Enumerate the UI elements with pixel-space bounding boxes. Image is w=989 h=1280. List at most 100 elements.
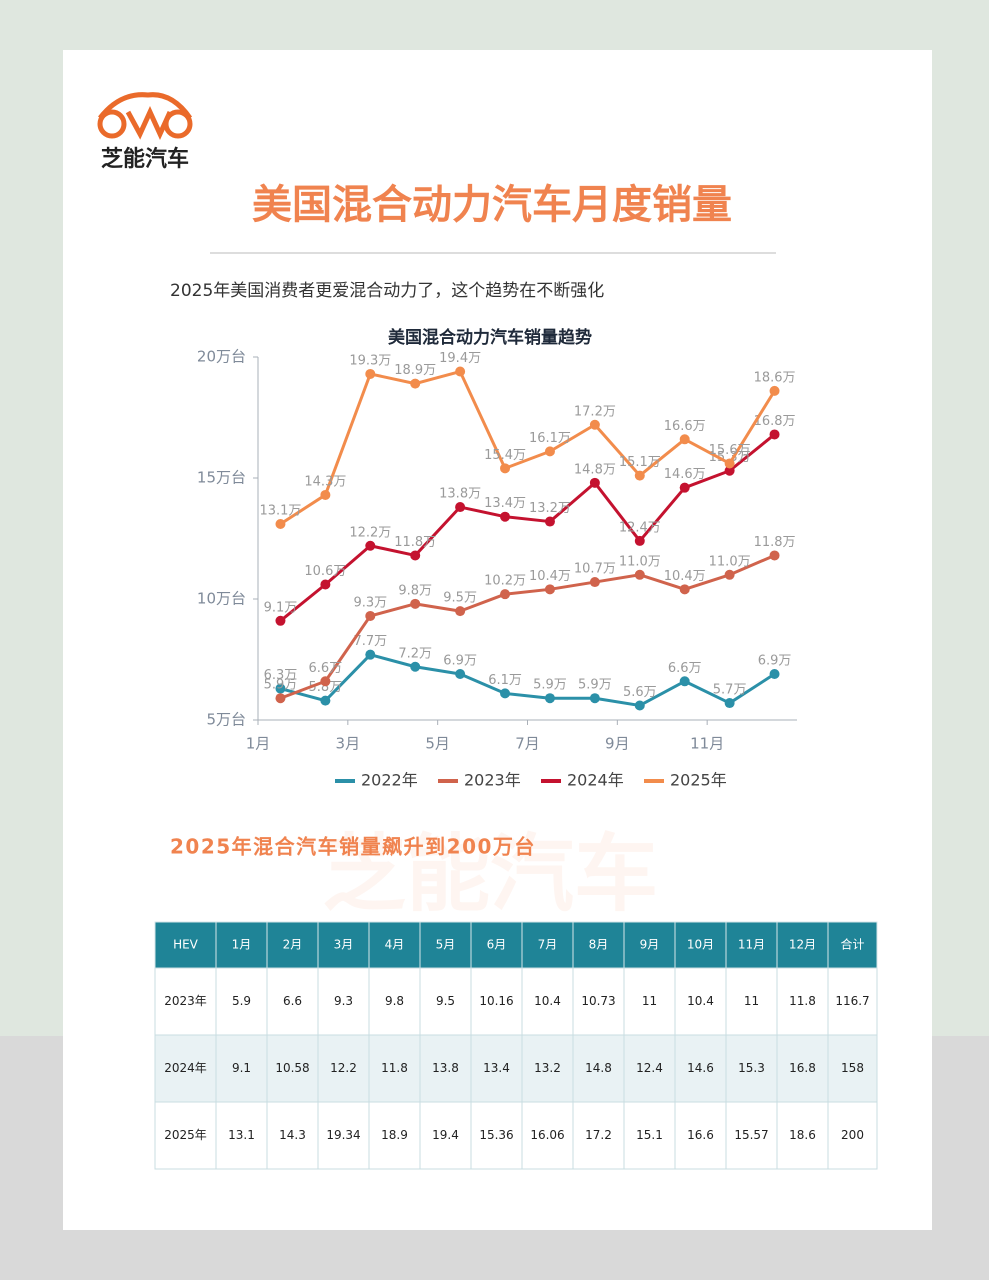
header-text: 8月 [589, 938, 609, 952]
data-point [500, 511, 511, 522]
cell-text: 13.4 [483, 1061, 510, 1075]
data-point [275, 615, 286, 626]
cell-text: 9.8 [385, 994, 404, 1008]
data-label: 13.1万 [259, 503, 301, 518]
data-label: 12.4万 [619, 520, 661, 535]
data-point [410, 378, 421, 389]
x-tick-label: 1月 [246, 735, 271, 753]
data-label: 17.2万 [574, 404, 616, 419]
header-text: 4月 [385, 938, 405, 952]
header-text: 6月 [487, 938, 507, 952]
data-label: 16.1万 [529, 431, 571, 446]
header-text: HEV [173, 938, 199, 952]
y-tick-label: 20万台 [197, 348, 246, 366]
cell-text: 2024年 [164, 1061, 207, 1075]
data-label: 15.4万 [484, 448, 526, 463]
data-label: 6.3万 [264, 668, 298, 683]
cell-text: 10.73 [581, 994, 615, 1008]
table-cell [521, 1101, 574, 1170]
data-label: 9.5万 [443, 591, 477, 606]
data-label: 11.0万 [619, 554, 661, 569]
cell-text: 9.5 [436, 994, 455, 1008]
header-text: 5月 [436, 938, 456, 952]
cell-text: 116.7 [835, 994, 869, 1008]
cell-text: 11 [642, 994, 657, 1008]
header-text: 7月 [538, 938, 558, 952]
cell-text: 19.34 [326, 1128, 360, 1142]
series-line [279, 370, 776, 526]
subtitle: 2025年美国消费者更爱混合动力了，这个趋势在不断强化 [170, 281, 604, 301]
table-cell [470, 1101, 523, 1170]
data-point [724, 458, 735, 469]
header-text: 3月 [334, 938, 354, 952]
cell-text: 16.6 [687, 1128, 714, 1142]
data-point [634, 569, 645, 580]
data-point [455, 502, 466, 513]
data-label: 18.9万 [394, 363, 436, 378]
cell-text: 11.8 [381, 1061, 408, 1075]
data-label: 14.8万 [574, 462, 616, 477]
data-label: 12.2万 [349, 525, 391, 540]
header-cell [725, 921, 778, 969]
data-point [769, 385, 780, 396]
data-label: 6.6万 [668, 661, 702, 676]
data-label: 14.6万 [664, 467, 706, 482]
table-cell [572, 1034, 625, 1103]
x-tick-label: 11月 [690, 735, 724, 753]
cell-text: 6.6 [283, 994, 302, 1008]
header-cell [419, 921, 472, 969]
cell-text: 16.8 [789, 1061, 816, 1075]
legend-label: 2022年 [361, 771, 418, 790]
y-tick-label: 15万台 [197, 469, 246, 487]
table-cell [572, 1101, 625, 1170]
table-cell [215, 1101, 268, 1170]
table-cell [154, 1034, 217, 1103]
cell-text: 200 [841, 1128, 864, 1142]
data-point [769, 550, 780, 561]
data-label: 9.1万 [264, 600, 298, 615]
data-label: 11.8万 [394, 535, 436, 550]
cell-text: 14.3 [279, 1128, 306, 1142]
data-label: 6.9万 [443, 654, 477, 669]
data-point [589, 693, 600, 704]
header-text: 2月 [283, 938, 303, 952]
cell-text: 17.2 [585, 1128, 612, 1142]
table-cell [623, 1034, 676, 1103]
table-cell [725, 1034, 778, 1103]
table-cell [827, 967, 878, 1036]
data-point [634, 470, 645, 481]
header-text: 合计 [840, 937, 864, 952]
data-point [769, 429, 780, 440]
header-cell [470, 921, 523, 969]
data-point [365, 649, 376, 660]
series-line [279, 433, 776, 622]
data-point [679, 482, 690, 493]
data-point [544, 516, 555, 527]
data-label: 18.6万 [754, 370, 796, 385]
data-point [724, 569, 735, 580]
data-label: 11.0万 [709, 554, 751, 569]
table-cell [317, 1101, 370, 1170]
data-point [365, 540, 376, 551]
cell-text: 10.4 [687, 994, 714, 1008]
header-cell [266, 921, 319, 969]
table-cell [470, 1034, 523, 1103]
table-cell [266, 967, 319, 1036]
data-label: 16.6万 [664, 419, 706, 434]
data-point [634, 700, 645, 711]
table-cell [674, 967, 727, 1036]
table-cell [674, 1101, 727, 1170]
table-cell [419, 967, 472, 1036]
data-point [679, 434, 690, 445]
data-point [410, 598, 421, 609]
data-point [275, 683, 286, 694]
cell-text: 11 [744, 994, 759, 1008]
cell-text: 11.8 [789, 994, 816, 1008]
header-cell [572, 921, 625, 969]
header-cell [368, 921, 421, 969]
table-cell [419, 1101, 472, 1170]
table-cell [725, 967, 778, 1036]
header-text: 10月 [687, 938, 714, 952]
